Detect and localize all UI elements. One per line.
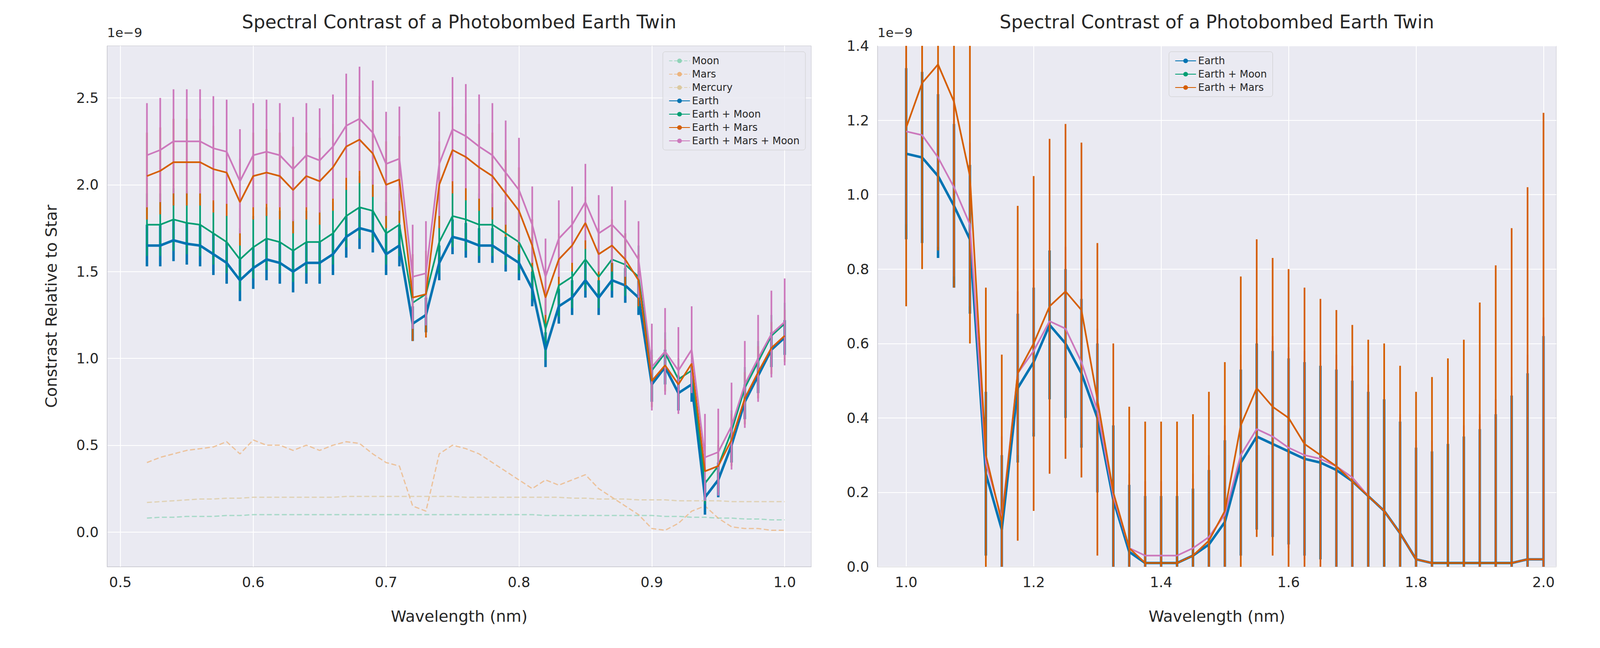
svg-text:Wavelength (nm): Wavelength (nm) — [390, 607, 528, 626]
svg-text:0.2: 0.2 — [846, 483, 870, 501]
svg-text:Mars: Mars — [692, 68, 717, 80]
svg-text:Earth + Mars: Earth + Mars — [1198, 81, 1265, 94]
svg-text:2.5: 2.5 — [76, 89, 99, 107]
svg-text:1.2: 1.2 — [1022, 573, 1045, 591]
svg-text:2.0: 2.0 — [76, 176, 99, 193]
svg-text:0.8: 0.8 — [507, 573, 530, 591]
svg-text:1e−9: 1e−9 — [107, 25, 143, 40]
svg-text:1.6: 1.6 — [1277, 573, 1300, 591]
svg-text:0.5: 0.5 — [76, 436, 99, 454]
svg-text:0.6: 0.6 — [846, 335, 870, 352]
svg-text:Mercury: Mercury — [692, 81, 733, 94]
svg-text:1.4: 1.4 — [846, 37, 870, 55]
svg-text:0.7: 0.7 — [375, 573, 398, 591]
svg-text:Earth + Mars: Earth + Mars — [692, 121, 758, 134]
svg-text:1.5: 1.5 — [76, 263, 99, 280]
svg-text:Earth + Moon: Earth + Moon — [692, 108, 761, 120]
svg-text:0.9: 0.9 — [640, 573, 663, 591]
svg-text:0.0: 0.0 — [846, 558, 870, 575]
svg-text:Earth + Mars + Moon: Earth + Mars + Moon — [692, 135, 800, 147]
svg-text:1.0: 1.0 — [76, 350, 99, 367]
svg-text:Spectral Contrast of a Photobo: Spectral Contrast of a Photobombed Earth… — [999, 11, 1435, 33]
svg-text:1e−9: 1e−9 — [877, 25, 913, 40]
svg-text:Constrast Relative to Star: Constrast Relative to Star — [42, 204, 61, 408]
svg-text:0.0: 0.0 — [76, 523, 99, 541]
svg-text:0.6: 0.6 — [242, 573, 265, 591]
svg-text:1.0: 1.0 — [773, 573, 796, 591]
svg-text:0.4: 0.4 — [846, 409, 870, 427]
svg-text:Earth: Earth — [1198, 55, 1225, 67]
svg-text:Earth + Moon: Earth + Moon — [1198, 68, 1268, 80]
svg-text:1.2: 1.2 — [846, 112, 870, 129]
svg-text:Moon: Moon — [692, 55, 720, 67]
svg-text:1.4: 1.4 — [1150, 573, 1173, 591]
svg-text:1.8: 1.8 — [1404, 573, 1428, 591]
svg-text:Earth: Earth — [692, 95, 719, 107]
svg-text:Wavelength (nm): Wavelength (nm) — [1148, 607, 1285, 626]
svg-text:Spectral Contrast of a Photobo: Spectral Contrast of a Photobombed Earth… — [242, 11, 677, 33]
svg-text:1.0: 1.0 — [846, 186, 870, 203]
svg-text:0.8: 0.8 — [846, 260, 870, 278]
svg-text:1.0: 1.0 — [895, 573, 918, 591]
svg-text:2.0: 2.0 — [1532, 573, 1555, 591]
svg-text:0.5: 0.5 — [109, 573, 132, 591]
